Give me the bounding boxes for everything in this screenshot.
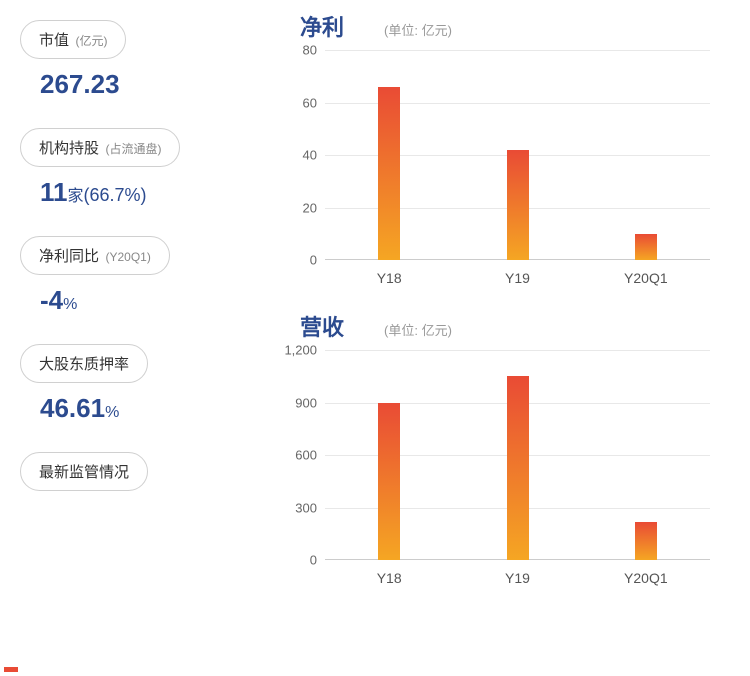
stat-label: 机构持股 bbox=[39, 140, 99, 157]
chart-area: 03006009001,200Y18Y19Y20Q1 bbox=[270, 350, 720, 590]
y-tick-label: 60 bbox=[303, 95, 317, 110]
stat-sublabel: (亿元) bbox=[75, 34, 107, 48]
stat-card-inst-holdings: 机构持股 (占流通盘) bbox=[20, 128, 180, 167]
chart-revenue: 营收 (单位: 亿元) 0 300 600 900 1,200 Y18 Y19 Y20Q1 bbox=[270, 310, 730, 590]
x-label: Y19 bbox=[505, 270, 530, 286]
bar bbox=[378, 87, 400, 260]
bar bbox=[507, 376, 529, 560]
stat-value-row: 11家(66.7%) bbox=[20, 177, 250, 208]
bar bbox=[635, 234, 657, 260]
stat-card-profit-yoy: 净利同比 (Y20Q1) bbox=[20, 236, 170, 275]
x-label: Y18 bbox=[377, 570, 402, 586]
y-tick-label: 40 bbox=[303, 148, 317, 163]
stat-label: 市值 bbox=[39, 32, 69, 49]
y-tick-label: 300 bbox=[295, 500, 317, 515]
bar bbox=[507, 150, 529, 260]
stat-value-inst: 11 bbox=[20, 177, 68, 207]
y-tick-label: 900 bbox=[295, 395, 317, 410]
stat-value-pledge: 46.61 bbox=[20, 393, 105, 423]
stat-unit: 家 bbox=[68, 188, 84, 205]
chart-area: 020406080Y18Y19Y20Q1 bbox=[270, 50, 720, 290]
red-marker-icon bbox=[4, 667, 18, 672]
stat-value-market-cap: 267.23 bbox=[20, 69, 120, 99]
stat-label: 大股东质押率 bbox=[39, 356, 129, 373]
stat-card-pledge-rate: 大股东质押率 bbox=[20, 344, 148, 383]
y-tick-label: 0 bbox=[310, 253, 317, 268]
y-tick-label: 1,200 bbox=[284, 343, 317, 358]
stat-sublabel: (Y20Q1) bbox=[105, 250, 150, 264]
chart-title: 净利 bbox=[300, 10, 344, 42]
bars bbox=[325, 50, 710, 260]
right-panel: 净利 (单位: 亿元) 0 20 40 60 80 Y18 Y19 Y20Q1 营收 (单位:… bbox=[260, 0, 750, 676]
y-tick-label: 0 bbox=[310, 553, 317, 568]
y-axis: 03006009001,200 bbox=[270, 350, 325, 560]
stat-label: 最新监管情况 bbox=[39, 464, 129, 481]
y-tick-label: 600 bbox=[295, 448, 317, 463]
stat-value-row: 46.61% bbox=[20, 393, 250, 424]
x-label: Y20Q1 bbox=[624, 570, 668, 586]
y-axis: 020406080 bbox=[270, 50, 325, 260]
chart-header: 净利 (单位: 亿元) bbox=[270, 10, 730, 42]
bar bbox=[378, 403, 400, 561]
bars bbox=[325, 350, 710, 560]
stat-card-market-cap: 市值 (亿元) bbox=[20, 20, 126, 59]
stat-sublabel: (占流通盘) bbox=[105, 142, 161, 156]
stat-value-row: 267.23 bbox=[20, 69, 250, 100]
x-labels: Y18 Y19 Y20Q1 bbox=[325, 265, 710, 290]
left-panel: 市值 (亿元) 267.23 机构持股 (占流通盘) 11家(66.7%) 净利… bbox=[0, 0, 260, 676]
y-tick-label: 20 bbox=[303, 200, 317, 215]
bar bbox=[635, 522, 657, 561]
stat-pct: (66.7%) bbox=[84, 185, 147, 205]
x-label: Y19 bbox=[505, 570, 530, 586]
chart-unit: (单位: 亿元) bbox=[384, 320, 452, 339]
chart-profit: 净利 (单位: 亿元) 0 20 40 60 80 Y18 Y19 Y20Q1 bbox=[270, 10, 730, 290]
chart-header: 营收 (单位: 亿元) bbox=[270, 310, 730, 342]
stat-value-row: -4% bbox=[20, 285, 250, 316]
chart-unit: (单位: 亿元) bbox=[384, 20, 452, 39]
stat-card-regulatory: 最新监管情况 bbox=[20, 452, 148, 491]
stat-unit: % bbox=[63, 296, 77, 313]
x-labels: Y18 Y19 Y20Q1 bbox=[325, 565, 710, 590]
y-tick-label: 80 bbox=[303, 43, 317, 58]
stat-value-profit-yoy: -4 bbox=[20, 285, 63, 315]
x-label: Y20Q1 bbox=[624, 270, 668, 286]
stat-label: 净利同比 bbox=[39, 248, 99, 265]
x-label: Y18 bbox=[377, 270, 402, 286]
chart-title: 营收 bbox=[300, 310, 344, 342]
stat-unit: % bbox=[105, 404, 119, 421]
